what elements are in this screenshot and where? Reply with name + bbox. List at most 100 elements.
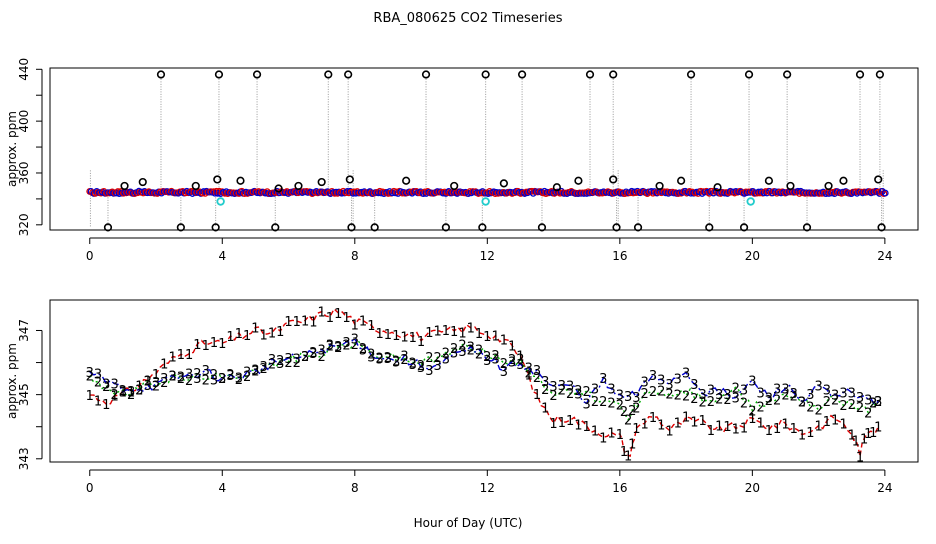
series-label-mark: 1 — [160, 358, 168, 373]
series-label-mark: 3 — [334, 340, 342, 355]
x-tick-label: 24 — [877, 481, 892, 495]
series-label-mark: 3 — [874, 395, 882, 410]
series-label-mark: 1 — [674, 416, 682, 431]
series-label-mark: 1 — [251, 321, 259, 336]
flag-point — [499, 179, 508, 188]
series-label-mark: 3 — [284, 352, 292, 367]
series-label-mark: 1 — [359, 315, 367, 330]
x-tick-label: 20 — [745, 481, 760, 495]
y-tick-label: 440 — [17, 58, 31, 81]
spike-low-point — [705, 223, 714, 232]
series-label-mark: 3 — [781, 383, 789, 398]
series-label-mark: 3 — [533, 364, 541, 379]
x-tick-label: 4 — [218, 249, 226, 263]
series-label-mark: 1 — [525, 368, 533, 383]
series-label-mark: 2 — [856, 401, 864, 416]
series-label-mark: 3 — [442, 352, 450, 367]
spike-low-point — [370, 223, 379, 232]
series-label-mark: 3 — [806, 388, 814, 403]
series-label-mark: 1 — [500, 333, 508, 348]
series-label-mark: 2 — [848, 398, 856, 413]
series-label-mark: 3 — [260, 360, 268, 375]
series-label-mark: 3 — [831, 388, 839, 403]
series-label-mark: 2 — [392, 354, 400, 369]
series-label-mark: 2 — [806, 400, 814, 415]
baseline-point — [881, 189, 889, 197]
series-label-mark: 3 — [869, 397, 877, 412]
series-label-mark: 3 — [168, 369, 176, 384]
series-label-mark: 2 — [251, 365, 259, 380]
series-label-mark: 2 — [707, 395, 715, 410]
low-marker-point — [481, 197, 490, 206]
series-label-mark: 1 — [591, 425, 599, 440]
series-label-mark: 2 — [839, 399, 847, 414]
series-label-mark: 1 — [226, 330, 234, 345]
series-label-mark: 2 — [823, 395, 831, 410]
series-label-mark: 3 — [682, 366, 690, 381]
series-label-mark: 3 — [607, 383, 615, 398]
series-label-mark: 1 — [376, 327, 384, 342]
y-axis-title: approx. ppm — [5, 111, 19, 187]
series-label-mark: 1 — [781, 417, 789, 432]
series-label-mark: 2 — [690, 392, 698, 407]
series-label-mark: 3 — [748, 374, 756, 389]
series-label-mark: 2 — [475, 348, 483, 363]
flag-point — [609, 175, 618, 184]
series-label-mark: 3 — [616, 389, 624, 404]
series-label-mark: 3 — [458, 345, 466, 360]
series-label-mark: 3 — [218, 372, 226, 387]
spike-high-point — [156, 70, 166, 79]
series-label-mark: 3 — [110, 378, 118, 393]
series-label-mark: 3 — [301, 350, 309, 365]
series-label-mark: 1 — [599, 431, 607, 446]
series-label-mark: 2 — [699, 396, 707, 411]
flag-point — [677, 176, 686, 185]
series-label-mark: 2 — [235, 373, 243, 388]
series-label-mark: 2 — [351, 338, 359, 353]
series-label-mark: 2 — [748, 405, 756, 420]
series-label-mark: 1 — [508, 340, 516, 355]
series-label-mark: 1 — [392, 329, 400, 344]
x-tick-label: 0 — [86, 481, 94, 495]
series-label-mark: 2 — [607, 397, 615, 412]
series-label-mark: 1 — [384, 328, 392, 343]
series-label-mark: 3 — [144, 379, 152, 394]
series-label-mark: 1 — [135, 380, 143, 395]
series-label-mark: 1 — [566, 414, 574, 429]
series-label-mark: 2 — [765, 394, 773, 409]
series-label-mark: 3 — [351, 332, 359, 347]
series-label-mark: 3 — [102, 378, 110, 393]
series-label-mark: 2 — [202, 374, 210, 389]
series-label-mark: 2 — [641, 387, 649, 402]
y-tick-label: 320 — [17, 213, 31, 236]
series-label-mark: 3 — [318, 343, 326, 358]
series-label-mark: 1 — [516, 349, 524, 364]
plot-frame — [49, 299, 919, 463]
series-label-mark: 1 — [243, 329, 251, 344]
spike-low-point — [347, 223, 356, 232]
series-label-mark: 1 — [425, 326, 433, 341]
series-label-mark: 3 — [417, 361, 425, 376]
x-tick-label: 12 — [480, 249, 495, 263]
series-label-mark: 2 — [268, 357, 276, 372]
spike-high-point — [252, 70, 262, 79]
series-label-mark: 3 — [723, 388, 731, 403]
series-label-mark: 1 — [699, 414, 707, 429]
series-label-mark: 2 — [193, 367, 201, 382]
series-label-mark: 3 — [392, 356, 400, 371]
series-label-mark: 3 — [400, 350, 408, 365]
series-label-mark: 3 — [583, 397, 591, 412]
series-label-mark: 2 — [756, 401, 764, 416]
series-label-mark: 1 — [583, 420, 591, 435]
series-label-mark: 3 — [293, 353, 301, 368]
y-tick-label: 347 — [17, 319, 31, 342]
series-label-mark: 2 — [284, 356, 292, 371]
series-label-mark: 3 — [342, 336, 350, 351]
spike-high-point — [324, 70, 333, 79]
spike-high-point — [744, 70, 754, 79]
x-tick-label: 4 — [218, 481, 226, 495]
series-label-mark: 3 — [119, 386, 127, 401]
spike-high-point — [609, 70, 618, 79]
spike-low-point — [478, 223, 487, 232]
